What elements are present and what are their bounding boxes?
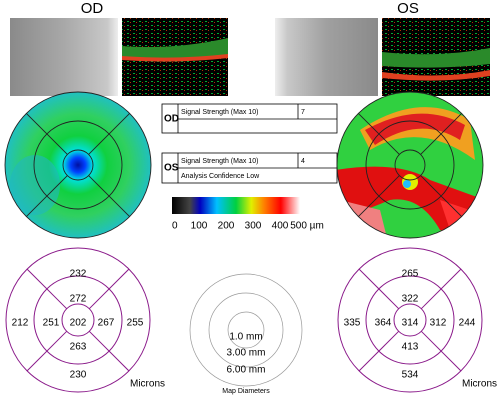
- color-scale: [172, 197, 300, 214]
- od-label: OD: [164, 114, 179, 125]
- sector-line: [26, 113, 68, 155]
- thickness-value: 314: [402, 318, 419, 329]
- confidence-note: Analysis Confidence Low: [181, 173, 260, 180]
- unit-label: Microns: [462, 379, 497, 390]
- thickness-value: 267: [98, 318, 115, 329]
- ring: [365, 275, 455, 365]
- scale-label: 500 µm: [290, 221, 324, 232]
- od-heading: OD: [81, 0, 104, 17]
- scale-label: 300: [245, 221, 262, 232]
- ring: [336, 91, 484, 239]
- scale-label: 100: [191, 221, 208, 232]
- middle-diameter: 3.00 mm: [227, 348, 266, 359]
- ring: [393, 303, 427, 337]
- sector-line: [26, 268, 68, 310]
- thickness-value: 272: [70, 294, 87, 305]
- sector-line: [26, 175, 68, 217]
- thickness-value: 232: [70, 269, 87, 280]
- os-info-box: OS Signal Strength (Max 10) 4 Analysis C…: [161, 152, 338, 184]
- od-info-box: OD Signal Strength (Max 10) 7: [161, 103, 338, 134]
- thickness-value: 335: [344, 318, 361, 329]
- od-fundus-image: [10, 18, 118, 96]
- unit-label: Microns: [130, 379, 165, 390]
- sector-line: [26, 330, 68, 372]
- signal-label: Signal Strength (Max 10): [181, 158, 258, 165]
- os-oct-layer: [382, 48, 490, 68]
- map-diameters-diagram: 1.0 mm 3.00 mm 6.00 mm Map Diameters: [189, 273, 303, 395]
- map-diameters-title: Map Diameters: [222, 388, 270, 395]
- sector-line: [358, 175, 400, 217]
- ring: [61, 303, 95, 337]
- sector-line: [358, 268, 400, 310]
- od-oct-rpe: [122, 54, 228, 62]
- sector-line: [358, 330, 400, 372]
- thickness-value: 251: [43, 318, 60, 329]
- os-label: OS: [164, 163, 179, 174]
- scale-label: 400: [272, 221, 289, 232]
- scale-label: 0: [172, 221, 178, 232]
- sector-line: [88, 268, 130, 310]
- os-fundus-image: [275, 18, 378, 96]
- scale-label: 200: [218, 221, 235, 232]
- os-oct-rpe: [382, 70, 490, 81]
- ring: [33, 120, 123, 210]
- thickness-value: 322: [402, 294, 419, 305]
- sector-line: [358, 113, 400, 155]
- thickness-value: 534: [402, 370, 419, 381]
- os-heading: OS: [397, 0, 419, 17]
- ring: [365, 120, 455, 210]
- sector-line: [88, 113, 130, 155]
- thickness-value: 244: [459, 318, 476, 329]
- ring: [394, 149, 426, 181]
- outer-diameter: 6.00 mm: [227, 365, 266, 376]
- signal-value: 7: [301, 109, 305, 116]
- sector-line: [88, 330, 130, 372]
- thickness-value: 230: [70, 370, 87, 381]
- sector-line: [420, 330, 462, 372]
- os-thickness-map: [337, 92, 483, 238]
- sector-line: [420, 113, 462, 155]
- thickness-value: 202: [70, 318, 87, 329]
- thickness-value: 265: [402, 269, 419, 280]
- sector-line: [420, 175, 462, 217]
- thickness-value: 312: [430, 318, 447, 329]
- sector-line: [88, 175, 130, 217]
- signal-value: 4: [301, 158, 305, 165]
- thickness-value: 413: [402, 342, 419, 353]
- ring: [33, 275, 123, 365]
- od-oct-layer: [122, 38, 228, 60]
- thickness-value: 263: [70, 342, 87, 353]
- ring: [337, 247, 483, 393]
- ring: [62, 149, 94, 181]
- ring: [4, 91, 152, 239]
- thickness-value: 364: [375, 318, 392, 329]
- thickness-value: 212: [12, 318, 29, 329]
- inner-diameter: 1.0 mm: [229, 332, 262, 343]
- signal-label: Signal Strength (Max 10): [181, 109, 258, 116]
- ring: [5, 247, 151, 393]
- sector-line: [420, 268, 462, 310]
- thickness-value: 255: [127, 318, 144, 329]
